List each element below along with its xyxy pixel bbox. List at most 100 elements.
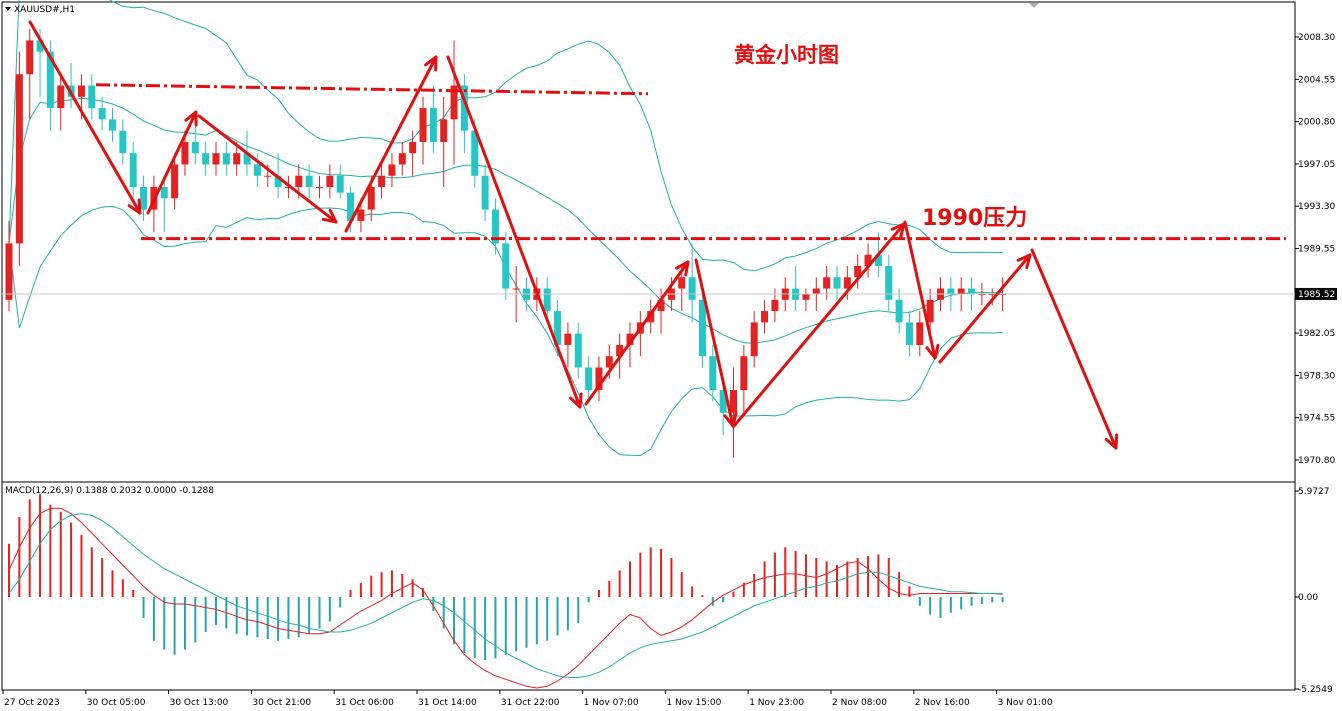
macd-tick-label: -5.2549 — [1298, 685, 1333, 695]
candle-body — [657, 299, 665, 312]
candle-body — [585, 367, 593, 391]
symbol-menu-icon[interactable] — [5, 7, 11, 11]
time-tick-label: 31 Oct 22:00 — [501, 698, 560, 708]
candle-body — [378, 175, 386, 188]
axes: 2008.30 2004.55 2000.80 1997.05 1993.30 1989.… — [2, 33, 1337, 708]
macd-tick-label: 5.9727 — [1298, 487, 1330, 497]
price-tick-label: 2004.55 — [1298, 75, 1335, 85]
candle-body — [305, 175, 313, 188]
time-tick-label: 3 Nov 01:00 — [998, 698, 1053, 708]
trend-arrow — [344, 55, 438, 233]
candle-body — [750, 322, 758, 357]
candle-body — [512, 288, 520, 290]
candle-body — [326, 175, 334, 188]
candle-body — [564, 333, 572, 345]
time-tick-label: 2 Nov 16:00 — [915, 698, 970, 708]
candle-body — [574, 333, 582, 368]
candle-body — [77, 85, 85, 97]
time-tick-label: 31 Oct 06:00 — [335, 698, 394, 708]
candle-body — [460, 85, 468, 131]
price-tick-label: 1982.05 — [1298, 329, 1335, 339]
trend-arrow — [1030, 248, 1118, 450]
candle-body — [761, 311, 769, 323]
trend-arrow-head — [569, 392, 583, 409]
candle-body — [46, 51, 54, 109]
candle-body — [15, 74, 23, 244]
macd-tick-label: 0.00 — [1298, 593, 1318, 603]
candle-body — [688, 277, 696, 300]
candle-body — [802, 294, 810, 300]
candle-body — [978, 294, 986, 296]
candle-body — [730, 390, 737, 413]
candle-body — [274, 175, 282, 188]
candle-body — [357, 209, 365, 221]
candle-body — [295, 175, 303, 188]
candle-body — [222, 153, 230, 165]
candle-body — [647, 311, 655, 323]
trend-arrow — [732, 222, 906, 428]
symbol-label: XAUUSD#,H1 — [14, 5, 75, 15]
macd-label: MACD(12,26,9) 0.1388 0.2032 0.0000 -0.12… — [5, 486, 214, 496]
time-tick-label: 1 Nov 07:00 — [584, 698, 639, 708]
candle-body — [926, 299, 934, 323]
macd-line — [8, 507, 1003, 689]
candle-body — [109, 119, 116, 131]
time-tick-label: 31 Oct 14:00 — [418, 698, 477, 708]
trend-arrow-head — [424, 55, 438, 72]
time-tick-label: 1 Nov 15:00 — [666, 698, 721, 708]
candle-body — [740, 356, 748, 391]
price-tick-label: 1978.30 — [1298, 371, 1335, 381]
candle-body — [57, 85, 65, 109]
candle-body — [905, 322, 913, 345]
time-tick-label: 30 Oct 13:00 — [170, 698, 229, 708]
candle-body — [491, 209, 499, 244]
candle-body — [543, 288, 551, 312]
candle-body — [171, 164, 179, 199]
trend-arrow — [197, 114, 338, 224]
candle-body — [98, 108, 106, 120]
candle-body — [233, 153, 241, 165]
price-tick-label: 1989.55 — [1298, 245, 1335, 255]
candle-body — [719, 390, 727, 413]
time-tick-label: 2 Nov 08:00 — [832, 698, 887, 708]
candle-body — [947, 288, 955, 295]
candle-body — [450, 85, 458, 120]
trend-arrow — [584, 260, 690, 406]
candle-body — [833, 277, 841, 289]
candle-body — [895, 299, 903, 323]
candle-body — [595, 367, 603, 391]
candle-body — [409, 141, 417, 154]
candle-body — [988, 294, 996, 296]
candle-body — [202, 153, 210, 165]
price-tick-label: 1974.55 — [1298, 414, 1335, 424]
candle-body — [129, 153, 137, 188]
chart-frame — [1, 1, 1296, 691]
resistance-annotation: 1990压力 — [922, 206, 1027, 231]
candle-body — [916, 322, 924, 345]
trend-arrow — [146, 110, 198, 215]
candle-body — [347, 192, 355, 221]
current-price-box — [1295, 287, 1337, 300]
candle-body — [481, 175, 489, 210]
candle-body — [812, 288, 820, 295]
candle-body — [957, 288, 965, 295]
trend-arrow-head — [1016, 253, 1032, 270]
candle-body — [243, 153, 251, 165]
trend-arrow-head — [184, 110, 198, 127]
candle-body — [419, 108, 427, 142]
candle-body — [440, 119, 448, 142]
candle-body — [388, 164, 396, 176]
candle-body — [678, 277, 686, 289]
trend-arrow-head — [127, 198, 142, 215]
candle-body — [968, 288, 976, 295]
candle-body — [502, 243, 510, 289]
trend-arrow — [903, 220, 937, 360]
candle-body — [554, 311, 562, 345]
macd-panel — [8, 494, 1004, 689]
candle-body — [843, 277, 851, 289]
time-tick-label: 1 Nov 23:00 — [749, 698, 804, 708]
candle-body — [36, 40, 44, 52]
shift-marker-icon[interactable] — [1029, 3, 1039, 8]
candle-body — [140, 187, 148, 210]
time-tick-label: 30 Oct 21:00 — [252, 698, 311, 708]
